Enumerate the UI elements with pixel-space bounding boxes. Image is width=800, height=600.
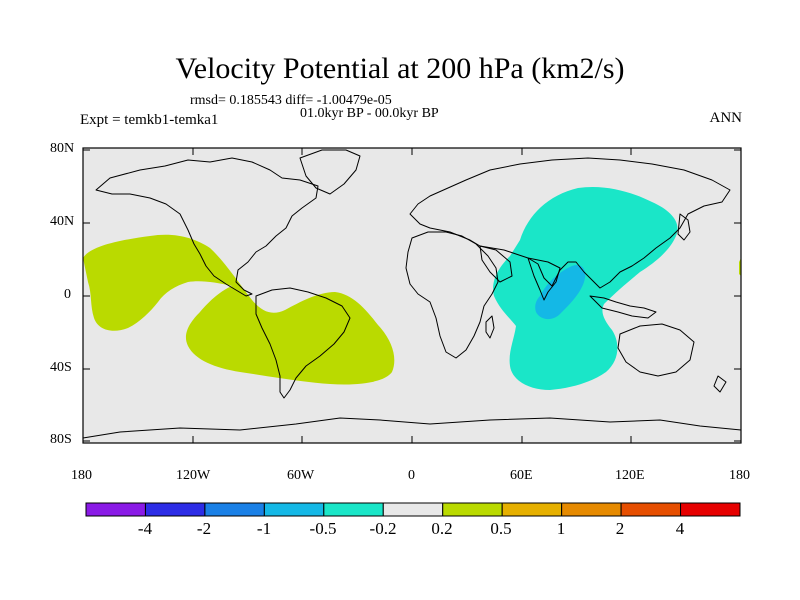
madagascar-outline (485, 315, 495, 339)
colorbar-label: -0.2 (369, 519, 397, 538)
lat-tick-label: 40S (50, 360, 72, 375)
colorbar-swatch (620, 502, 682, 517)
positive-anomaly-region (83, 234, 395, 385)
japan-outline (677, 213, 691, 241)
lon-tick-label: 0 (408, 468, 415, 483)
map-background (83, 148, 741, 443)
colorbar-label: 4 (675, 519, 685, 538)
colorbar-swatch (561, 502, 622, 517)
colorbar (85, 502, 741, 517)
lat-tick-label: 40N (50, 214, 75, 229)
lon-tick-label: 60W (287, 468, 315, 483)
colorbar-label: 1 (556, 519, 566, 538)
indonesia-outline (589, 295, 657, 319)
colorbar-label: 0.5 (490, 519, 512, 538)
contour-fills (83, 186, 741, 390)
lon-tick-label: 120W (176, 468, 211, 483)
colorbar-label: -0.5 (309, 519, 337, 538)
colorbar-swatch (144, 502, 206, 517)
new-zealand-outline (713, 375, 727, 393)
colorbar-swatch (680, 502, 741, 517)
greenland-outline (299, 149, 361, 195)
colorbar-swatch (263, 502, 325, 517)
colorbar-swatch (442, 502, 503, 517)
colorbar-label: 0.2 (431, 519, 453, 538)
stats-label: rmsd= 0.185543 diff= -1.00479e-05 (190, 93, 392, 108)
lon-tick-label: 60E (510, 468, 533, 483)
colorbar-swatch (323, 502, 384, 517)
north-america-outline (95, 157, 319, 297)
colorbar-label: 2 (615, 519, 625, 538)
colorbar-swatch (501, 502, 563, 517)
strong-negative-core (535, 264, 586, 320)
season-label: ANN (709, 110, 743, 126)
experiment-label: Expt = temkb1-temka1 (80, 112, 219, 128)
map-title: Velocity Potential at 200 hPa (km2/s) (175, 52, 625, 85)
colorbar-swatch (204, 502, 265, 517)
colorbar-label: -4 (137, 519, 153, 538)
south-america-outline (255, 287, 351, 399)
period-label: 01.0kyr BP - 00.0kyr BP (300, 106, 439, 121)
coastlines (82, 149, 742, 439)
lat-tick-label: 0 (64, 287, 71, 302)
africa-outline (405, 231, 499, 359)
lon-tick-label: 180 (729, 468, 750, 483)
antarctica-outline (82, 417, 742, 439)
lon-tick-label: 120E (615, 468, 645, 483)
colorbar-swatch (85, 502, 146, 517)
colorbar-label: -1 (256, 519, 272, 538)
australia-outline (617, 323, 695, 377)
lon-tick-label: 180 (71, 468, 92, 483)
lat-tick-label: 80S (50, 432, 72, 447)
lat-tick-label: 80N (50, 141, 75, 156)
axis-ticks (83, 148, 741, 443)
negative-anomaly-region (493, 186, 678, 390)
colorbar-swatch (382, 502, 444, 517)
arabia-outline (479, 245, 513, 283)
colorbar-label: -2 (196, 519, 212, 538)
india-outline (527, 257, 561, 301)
